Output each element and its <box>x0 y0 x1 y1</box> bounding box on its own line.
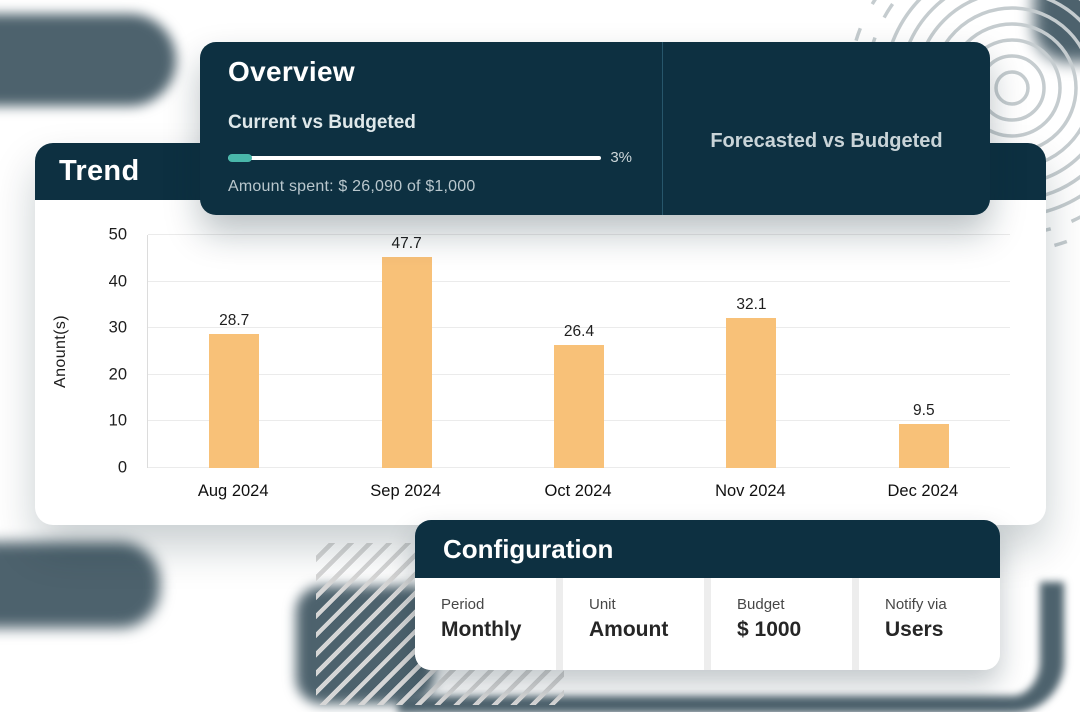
bar-slot: 47.7 <box>320 235 492 468</box>
chart-yticks: 0 10 20 30 40 50 <box>65 226 141 477</box>
bar-slot: 9.5 <box>838 235 1010 468</box>
x-category-label: Oct 2024 <box>544 482 612 500</box>
bar-slot: 32.1 <box>665 235 837 468</box>
x-category-label: Dec 2024 <box>887 482 959 500</box>
overview-card: Overview Current vs Budgeted 3% Amount s… <box>200 42 990 215</box>
y-tick-label: 20 <box>108 365 127 384</box>
y-tick-label: 40 <box>108 272 127 291</box>
chart-categories: Aug 2024 Sep 2024 Oct 2024 Nov 2024 Dec 2024 <box>147 482 1009 501</box>
bar <box>726 318 777 468</box>
current-vs-budgeted-heading: Current vs Budgeted <box>228 112 416 133</box>
current-vs-budgeted-panel: Overview Current vs Budgeted 3% Amount s… <box>200 42 662 215</box>
x-category-label: Nov 2024 <box>715 482 786 500</box>
bar-value-label: 28.7 <box>219 312 250 330</box>
bar-slot: 26.4 <box>493 235 665 468</box>
bar-value-label: 9.5 <box>913 401 935 419</box>
progress-fill <box>228 153 252 162</box>
gridline <box>148 327 1010 329</box>
bar-value-label: 47.7 <box>391 235 422 252</box>
bar <box>554 344 605 468</box>
x-category-label: Sep 2024 <box>370 482 441 500</box>
config-field-value: Monthly <box>441 618 522 641</box>
configuration-fields: Period Monthly Unit Amount Budget $ 1000… <box>415 578 1000 670</box>
config-field-notify: Notify via Users <box>859 578 1000 670</box>
forecasted-vs-budgeted-heading: Forecasted vs Budgeted <box>710 130 943 152</box>
configuration-card: Configuration Period Monthly Unit Amount… <box>415 520 1000 670</box>
overview-title: Overview <box>228 56 355 87</box>
config-field-label: Budget <box>737 596 785 613</box>
config-field-label: Period <box>441 596 485 613</box>
progress-percent-label: 3% <box>610 149 632 166</box>
decorative-slate-shape <box>0 542 160 628</box>
configuration-card-header: Configuration <box>415 520 1000 578</box>
amount-spent-text: Amount spent: $ 26,090 of $1,000 <box>228 178 476 195</box>
bar-value-label: 26.4 <box>563 322 595 340</box>
bar-slot: 28.7 <box>148 235 320 468</box>
forecasted-vs-budgeted-panel: Forecasted vs Budgeted <box>663 42 990 215</box>
config-field-label: Notify via <box>885 596 947 613</box>
y-tick-label: 50 <box>108 225 127 244</box>
gridline <box>148 280 1010 282</box>
config-field-unit: Unit Amount <box>563 578 704 670</box>
trend-title: Trend <box>59 155 140 187</box>
budget-progress-bar: 3% <box>228 149 632 166</box>
config-field-period: Period Monthly <box>415 578 556 670</box>
bar <box>898 423 949 468</box>
bar-row: 28.7 47.7 26.4 32.1 9.5 <box>148 235 1010 468</box>
bar <box>381 257 432 468</box>
y-tick-label: 10 <box>108 411 127 430</box>
config-field-label: Unit <box>589 596 616 613</box>
progress-track <box>228 153 602 162</box>
x-category-label: Aug 2024 <box>197 482 269 500</box>
y-tick-label: 0 <box>117 458 127 477</box>
overview-divider <box>662 42 663 215</box>
configuration-title: Configuration <box>443 533 614 564</box>
gridline <box>148 234 1010 235</box>
decorative-slate-shape <box>0 14 176 106</box>
bar <box>209 334 260 468</box>
config-field-value: $ 1000 <box>737 618 802 641</box>
chart-plot: 28.7 47.7 26.4 32.1 9.5 <box>147 234 1010 468</box>
config-field-budget: Budget $ 1000 <box>711 578 852 670</box>
config-field-value: Users <box>885 618 944 641</box>
y-tick-label: 30 <box>108 318 127 337</box>
config-field-value: Amount <box>589 618 669 641</box>
bar-value-label: 32.1 <box>736 296 767 314</box>
trend-bar-chart: Anount(s) 0 10 20 30 40 50 28.7 47.7 26.4 32.1 9.… <box>35 200 1046 525</box>
